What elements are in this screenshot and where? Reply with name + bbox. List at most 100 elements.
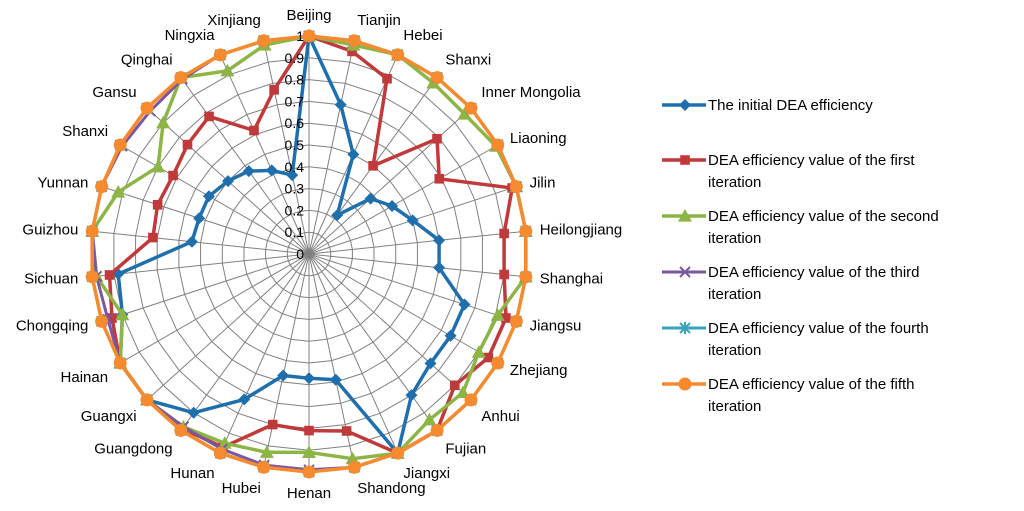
legend: The initial DEA efficiency DEA efficiency… bbox=[662, 97, 939, 415]
category-label: Hebei bbox=[403, 27, 442, 44]
data-point-triangle bbox=[302, 445, 316, 458]
legend-label: DEA efficiency value of the third iterati… bbox=[708, 264, 920, 303]
axis-spoke bbox=[308, 230, 526, 255]
data-point-square bbox=[368, 161, 378, 171]
data-point-square bbox=[483, 352, 494, 363]
category-label: Zhejiang bbox=[510, 362, 568, 379]
data-point-diamond bbox=[286, 169, 299, 182]
radial-tick-labels: 0 0.1 0.2 0.3 0.4 0.5 0.6 0.7 0.8 0.9 1 bbox=[285, 28, 305, 262]
data-point-circle bbox=[302, 465, 316, 479]
category-label: Shanghai bbox=[540, 270, 603, 287]
data-point-square bbox=[434, 173, 445, 184]
category-label: Gansu bbox=[92, 84, 136, 101]
category-label: Yunnan bbox=[38, 174, 89, 191]
data-point-square bbox=[107, 313, 117, 323]
data-point-diamond bbox=[406, 214, 419, 227]
data-point-circle bbox=[174, 71, 188, 85]
data-point-diamond bbox=[405, 389, 418, 402]
data-point-circle bbox=[347, 34, 361, 48]
data-point-circle bbox=[302, 29, 316, 43]
data-point-triangle bbox=[156, 115, 171, 129]
data-point-triangle bbox=[471, 345, 486, 358]
data-point-square bbox=[148, 232, 158, 243]
data-point-circle bbox=[491, 138, 505, 152]
data-point-circle bbox=[213, 48, 227, 62]
data-point-square bbox=[304, 425, 314, 436]
radial-tick-label: 0 bbox=[296, 246, 304, 262]
radial-tick-label: 0.4 bbox=[285, 159, 305, 175]
category-label: Guizhou bbox=[22, 222, 78, 239]
radial-tick-label: 0.8 bbox=[285, 72, 305, 88]
data-point-triangle bbox=[678, 209, 692, 222]
radial-tick-label: 0.7 bbox=[285, 93, 305, 109]
data-point-diamond bbox=[334, 98, 347, 111]
data-point-circle bbox=[140, 101, 154, 115]
data-point-circle bbox=[519, 270, 533, 284]
category-label: Inner Mongolia bbox=[481, 84, 581, 101]
data-point-square bbox=[269, 85, 279, 95]
data-point-diamond bbox=[347, 148, 360, 161]
data-point-diamond bbox=[265, 164, 278, 177]
data-point-triangle bbox=[111, 185, 126, 198]
radial-tick-label: 0.9 bbox=[285, 50, 305, 66]
data-point-diamond bbox=[242, 165, 255, 178]
data-point-diamond bbox=[458, 298, 471, 311]
axis-spoke bbox=[308, 253, 499, 364]
data-point-circle bbox=[174, 423, 188, 437]
category-label: Tianjin bbox=[357, 12, 401, 29]
legend-item-3: DEA efficiency value of the second iterat… bbox=[662, 208, 939, 247]
data-point-square bbox=[267, 419, 278, 430]
category-label: Hainan bbox=[61, 369, 109, 386]
axis-spoke bbox=[308, 253, 517, 322]
data-point-x bbox=[679, 266, 691, 278]
axis-spoke bbox=[308, 253, 399, 454]
axis-spoke bbox=[146, 253, 310, 401]
data-point-square bbox=[432, 133, 442, 144]
category-label: Sichuan bbox=[24, 270, 78, 287]
category-label: Jilin bbox=[530, 174, 556, 191]
data-point-circle bbox=[113, 138, 127, 152]
data-point-circle bbox=[95, 314, 109, 328]
category-label: Hubei bbox=[222, 480, 261, 497]
legend-item-6: DEA efficiency value of the fifth iterati… bbox=[662, 376, 915, 415]
data-point-triangle bbox=[217, 436, 232, 449]
data-point-diamond bbox=[444, 329, 457, 342]
data-point-circle bbox=[678, 377, 692, 391]
data-point-diamond bbox=[433, 234, 446, 247]
legend-item-4: DEA efficiency value of the third iterati… bbox=[662, 264, 920, 303]
category-label: Fujian bbox=[445, 441, 486, 458]
category-label: Jiangxi bbox=[403, 465, 450, 482]
category-label: Beijing bbox=[286, 7, 331, 24]
data-point-diamond bbox=[193, 212, 206, 225]
data-point-square bbox=[249, 125, 259, 136]
data-point-diamond bbox=[386, 200, 399, 213]
legend-item-5: DEA efficiency value of the fourth iterat… bbox=[662, 320, 929, 359]
axis-spoke bbox=[308, 253, 472, 401]
data-point-circle bbox=[391, 48, 405, 62]
data-point-square bbox=[152, 200, 163, 210]
data-point-diamond bbox=[221, 175, 234, 188]
category-label: Ningxia bbox=[165, 27, 216, 44]
axis-spoke bbox=[308, 253, 438, 431]
legend-label: DEA efficiency value of the fourth iterat… bbox=[708, 320, 929, 359]
data-point-circle bbox=[95, 180, 109, 194]
axis-spoke bbox=[308, 40, 355, 255]
category-label: Henan bbox=[287, 485, 331, 502]
axis-spoke bbox=[308, 107, 472, 255]
data-point-square bbox=[104, 270, 115, 280]
axis-spoke bbox=[119, 144, 310, 255]
data-point-circle bbox=[85, 224, 99, 238]
data-point-square bbox=[204, 111, 214, 122]
category-label: Chongqing bbox=[16, 318, 89, 335]
legend-label: DEA efficiency value of the fifth iterati… bbox=[708, 376, 915, 415]
data-point-diamond bbox=[424, 357, 437, 370]
data-point-square bbox=[347, 46, 357, 57]
data-point-circle bbox=[113, 356, 127, 370]
category-label: Shanxi bbox=[62, 123, 108, 140]
radial-tick-label: 0.3 bbox=[285, 181, 305, 197]
series-6 bbox=[85, 29, 533, 479]
category-label: Guangdong bbox=[94, 441, 172, 458]
